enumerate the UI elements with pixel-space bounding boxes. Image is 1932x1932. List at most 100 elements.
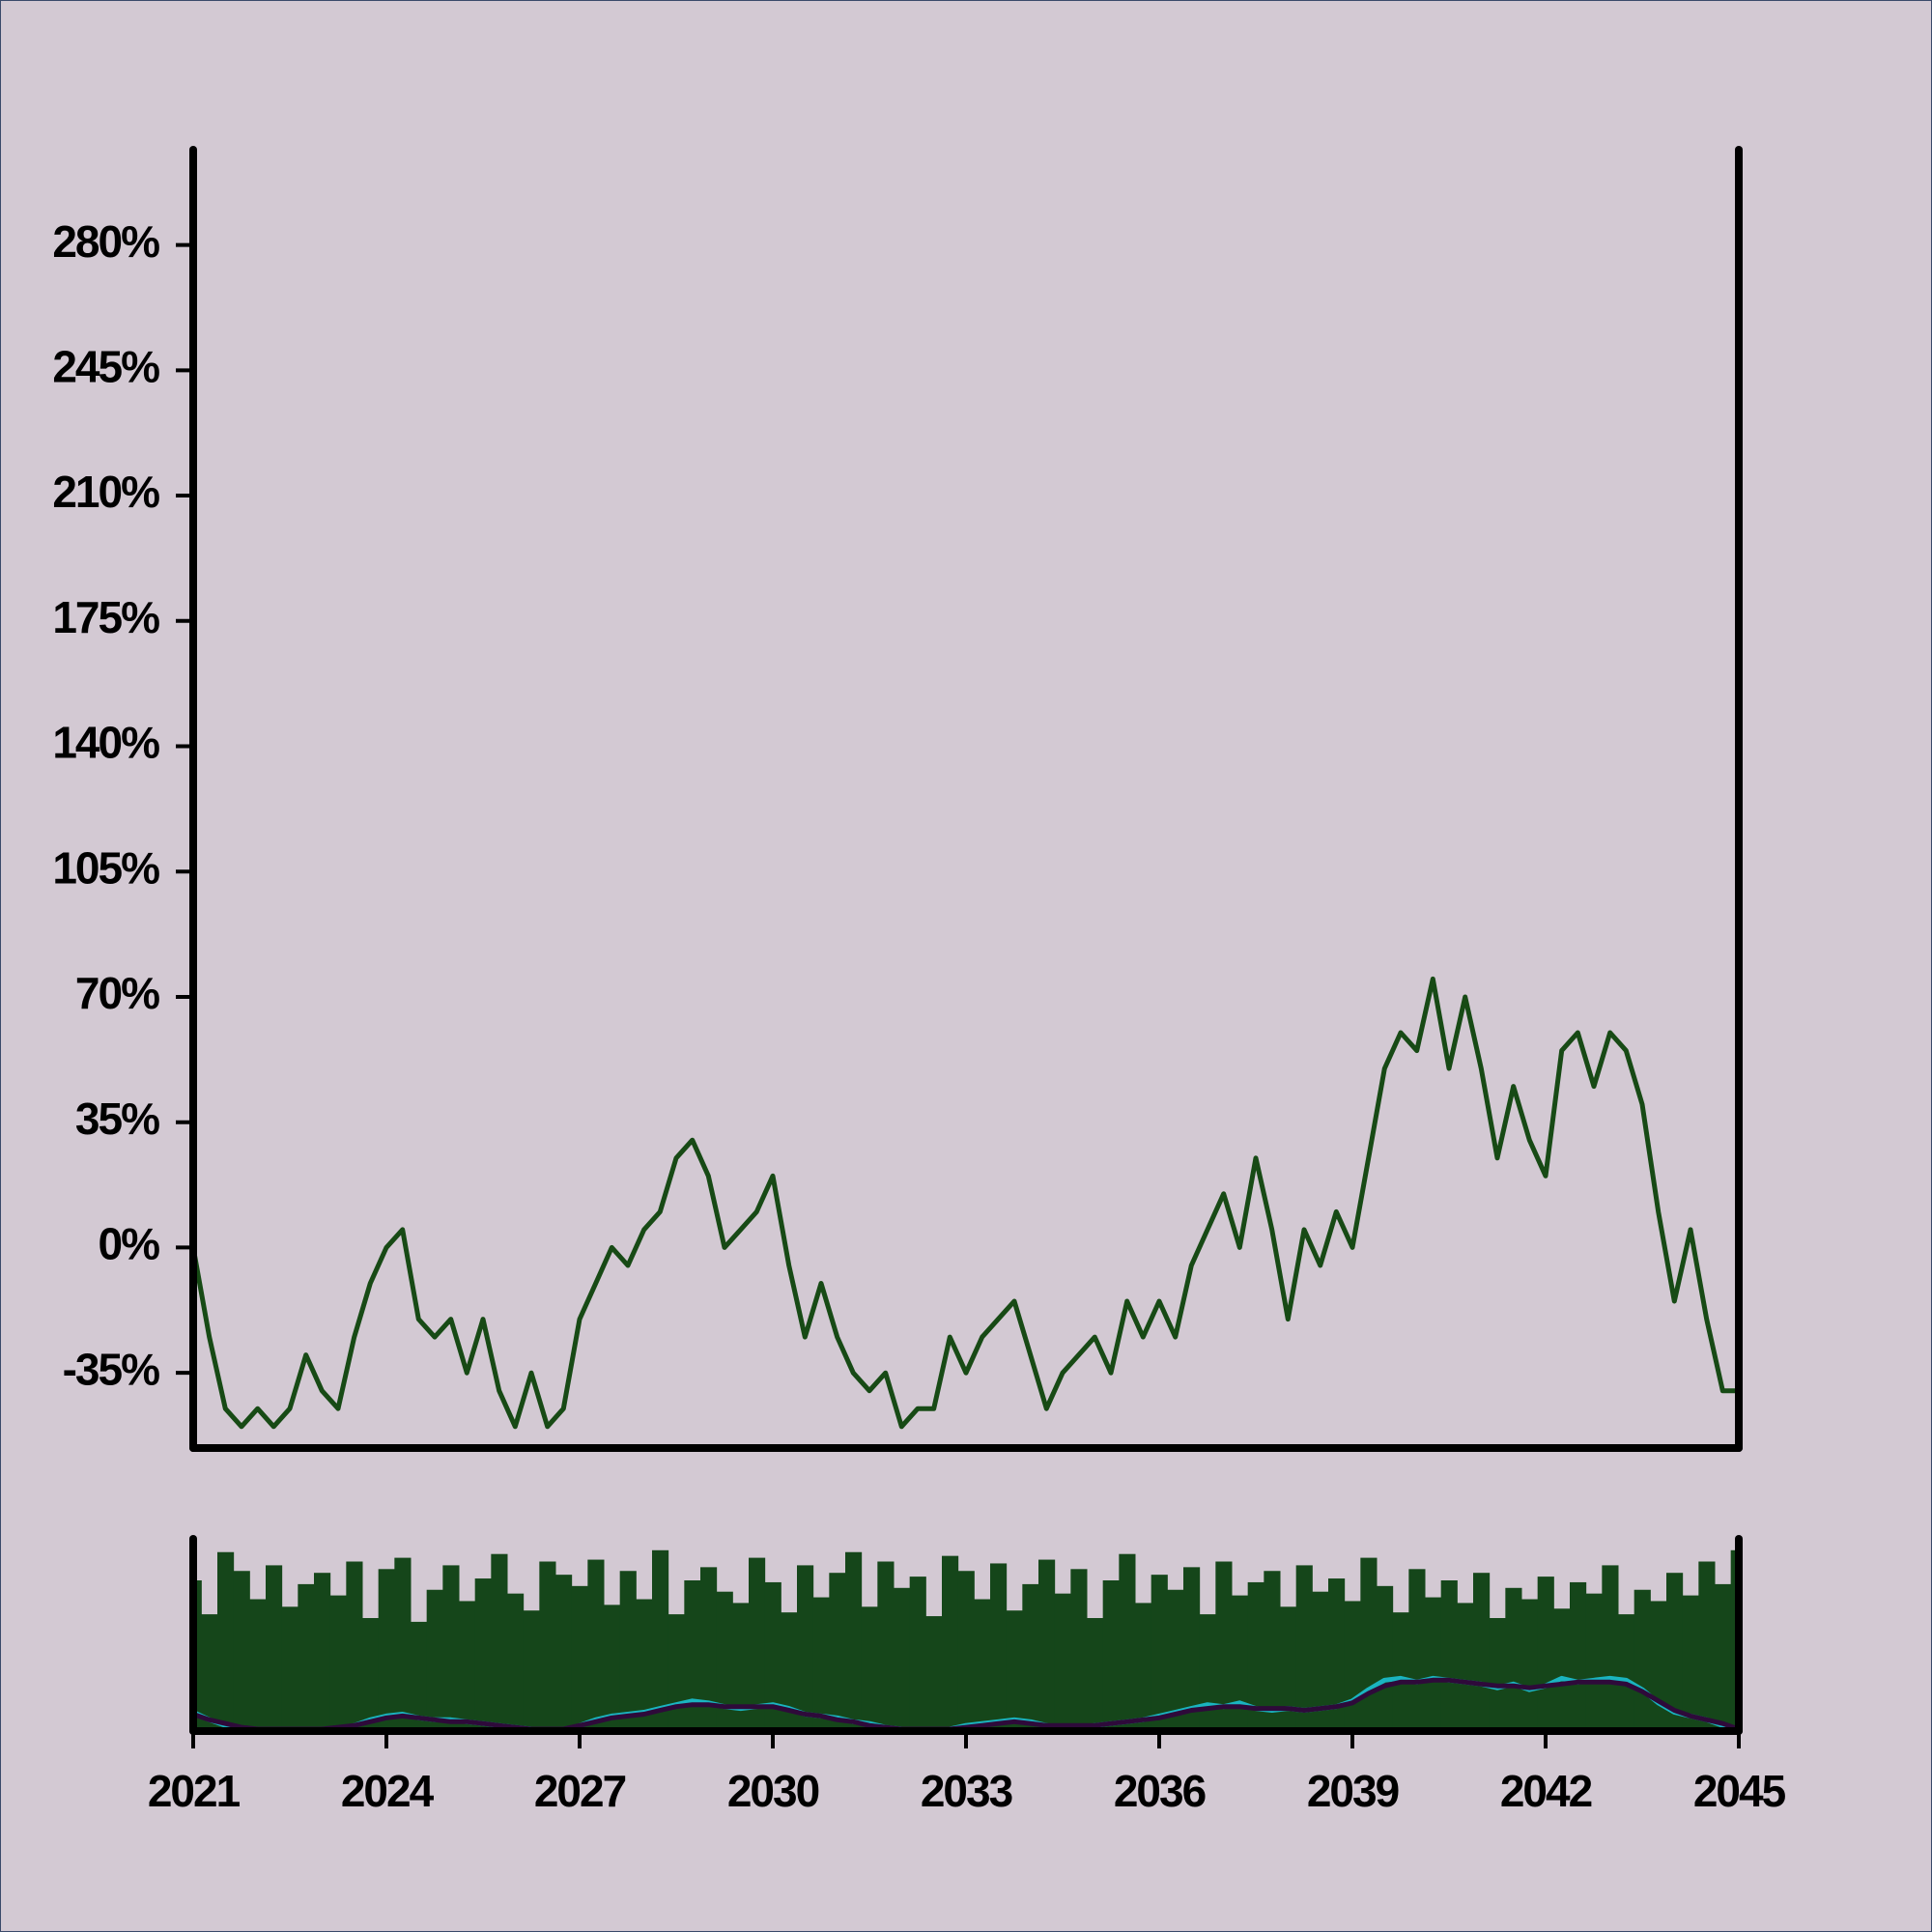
volume-bar xyxy=(1295,1565,1313,1731)
y-tick-label: 210% xyxy=(52,467,159,517)
volume-bar xyxy=(829,1573,846,1731)
volume-bar xyxy=(1585,1593,1603,1731)
volume-bar xyxy=(1264,1571,1281,1731)
volume-bar xyxy=(1328,1578,1346,1731)
volume-bar xyxy=(1537,1577,1554,1731)
y-tick-label: 0% xyxy=(99,1219,160,1269)
volume-bar xyxy=(362,1618,380,1731)
volume-bar xyxy=(1553,1608,1571,1731)
x-tick-label: 2039 xyxy=(1307,1766,1399,1816)
volume-bar xyxy=(732,1603,750,1731)
volume-bar xyxy=(314,1573,331,1731)
volume-bar xyxy=(329,1595,347,1731)
volume-bar xyxy=(201,1614,218,1731)
volume-bar xyxy=(700,1567,718,1731)
x-tick-label: 2024 xyxy=(341,1766,435,1816)
volume-bar xyxy=(894,1587,911,1731)
volume-bar xyxy=(957,1571,975,1731)
volume-bar xyxy=(1618,1614,1635,1731)
volume-bar xyxy=(1602,1565,1619,1731)
volume-bar xyxy=(507,1593,525,1731)
volume-bar xyxy=(217,1551,235,1731)
volume-bar xyxy=(636,1599,653,1731)
volume-bar xyxy=(491,1553,508,1731)
volume-bar xyxy=(1022,1583,1039,1731)
volume-bar xyxy=(474,1578,492,1731)
volume-bar xyxy=(1215,1561,1233,1731)
volume-bar xyxy=(990,1563,1008,1731)
volume-bar xyxy=(684,1580,701,1731)
volume-bar xyxy=(459,1601,476,1731)
volume-bar xyxy=(426,1589,443,1731)
volume-bar xyxy=(523,1610,540,1731)
volume-bar xyxy=(1698,1561,1716,1731)
volume-bar xyxy=(1344,1601,1361,1731)
volume-bar xyxy=(587,1559,605,1731)
volume-bar xyxy=(1312,1591,1329,1731)
x-tick-label: 2036 xyxy=(1114,1766,1206,1816)
volume-bar xyxy=(652,1549,669,1731)
volume-bar xyxy=(1247,1581,1264,1731)
x-tick-label: 2033 xyxy=(921,1766,1012,1816)
volume-bar xyxy=(1489,1618,1506,1731)
y-tick-label: 70% xyxy=(75,968,159,1018)
volume-bar xyxy=(1408,1569,1426,1731)
volume-bar xyxy=(942,1555,959,1731)
volume-bar xyxy=(668,1614,685,1731)
volume-bar xyxy=(1199,1614,1216,1731)
y-tick-label: 245% xyxy=(52,341,159,391)
volume-bar xyxy=(442,1565,460,1731)
volume-bar xyxy=(845,1551,863,1731)
volume-bar xyxy=(925,1616,943,1731)
volume-bar xyxy=(1666,1573,1684,1731)
volume-bar xyxy=(812,1597,830,1731)
volume-bar xyxy=(1135,1603,1152,1731)
y-tick-label: -35% xyxy=(63,1344,159,1394)
volume-bar xyxy=(974,1599,991,1731)
volume-bar xyxy=(1070,1569,1088,1731)
volume-bar xyxy=(1392,1612,1409,1731)
volume-bar xyxy=(1360,1557,1378,1731)
volume-bar xyxy=(1570,1581,1587,1731)
volume-bar xyxy=(909,1577,926,1731)
volume-bar xyxy=(571,1585,588,1731)
x-tick-label: 2027 xyxy=(534,1766,626,1816)
plot-area xyxy=(193,976,1739,1430)
volume-bar xyxy=(233,1571,250,1731)
volume-bar xyxy=(1087,1618,1104,1731)
volume-bar xyxy=(619,1571,637,1731)
x-tick-label: 2042 xyxy=(1500,1766,1592,1816)
volume-bar xyxy=(1473,1573,1491,1731)
volume-bar xyxy=(797,1565,814,1731)
volume-bar xyxy=(877,1561,895,1731)
volume-bar xyxy=(604,1605,621,1731)
volume-bar xyxy=(861,1606,878,1731)
volume-bar xyxy=(1440,1580,1458,1731)
volume-bar xyxy=(555,1575,573,1731)
volume-bar xyxy=(266,1565,283,1731)
volume-bar xyxy=(394,1557,412,1731)
volume-bar xyxy=(1715,1583,1732,1731)
volume-bar xyxy=(1650,1601,1667,1731)
volume-bar xyxy=(193,1580,202,1731)
volume-bar xyxy=(1634,1589,1651,1731)
volume-bar xyxy=(1730,1549,1739,1731)
volume-bar xyxy=(1280,1606,1297,1731)
volume-bar xyxy=(1457,1603,1474,1731)
volume-bar xyxy=(1183,1567,1201,1731)
volume-bar xyxy=(764,1581,781,1731)
volume-bar xyxy=(539,1561,556,1731)
volume-bar xyxy=(249,1599,267,1731)
volume-bar xyxy=(749,1557,766,1731)
volume-bar xyxy=(1505,1587,1522,1731)
y-tick-label: 105% xyxy=(52,842,159,893)
volume-bar xyxy=(1232,1595,1249,1731)
volume-bar xyxy=(1006,1610,1023,1731)
volume-bar xyxy=(1054,1593,1071,1731)
volume-bar xyxy=(1682,1595,1699,1731)
x-tick-label: 2030 xyxy=(727,1766,819,1816)
x-tick-label: 2045 xyxy=(1693,1766,1786,1816)
plot-area xyxy=(193,1549,1739,1731)
volume-bar xyxy=(1119,1553,1136,1731)
